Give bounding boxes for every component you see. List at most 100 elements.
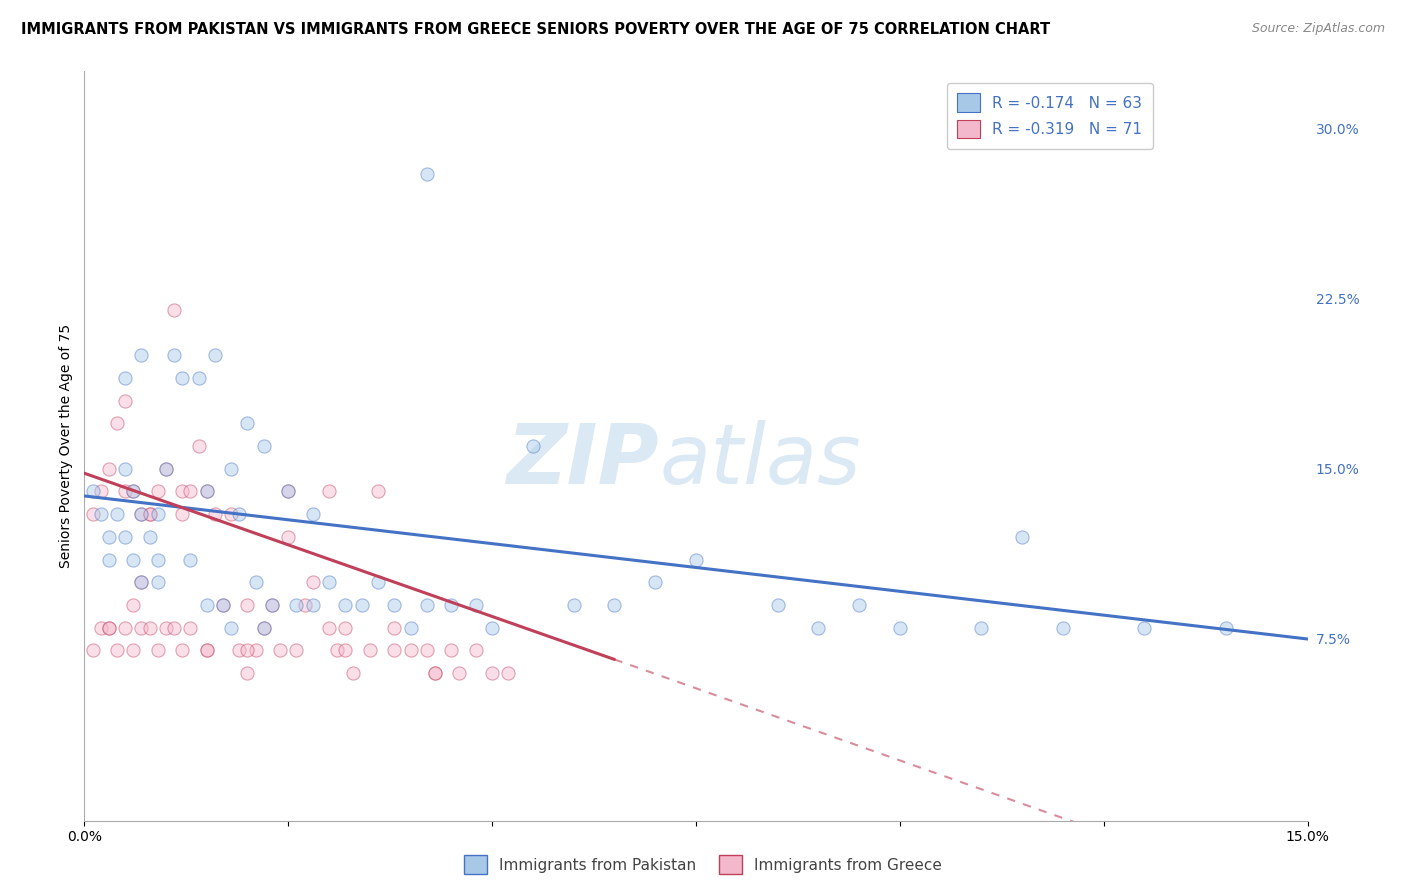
Point xyxy=(90,484,112,499)
Point xyxy=(131,575,153,590)
Point xyxy=(277,484,299,499)
Point xyxy=(114,461,136,475)
Point xyxy=(228,507,250,521)
Point xyxy=(122,643,145,657)
Point xyxy=(131,621,153,635)
Point xyxy=(97,530,120,544)
Point xyxy=(644,575,666,590)
Point xyxy=(114,484,136,499)
Point xyxy=(285,598,308,612)
Point xyxy=(807,621,830,635)
Point xyxy=(1215,621,1237,635)
Point xyxy=(146,643,169,657)
Point xyxy=(195,484,218,499)
Point xyxy=(146,507,169,521)
Point xyxy=(416,643,439,657)
Point xyxy=(350,598,373,612)
Point xyxy=(236,417,259,431)
Point xyxy=(155,461,177,475)
Point xyxy=(82,507,104,521)
Point xyxy=(277,484,299,499)
Point xyxy=(138,530,160,544)
Point xyxy=(382,598,405,612)
Text: IMMIGRANTS FROM PAKISTAN VS IMMIGRANTS FROM GREECE SENIORS POVERTY OVER THE AGE : IMMIGRANTS FROM PAKISTAN VS IMMIGRANTS F… xyxy=(21,22,1050,37)
Point xyxy=(122,552,145,566)
Point xyxy=(423,666,446,681)
Point xyxy=(449,666,471,681)
Point xyxy=(522,439,544,453)
Point xyxy=(464,643,486,657)
Point xyxy=(269,643,291,657)
Point xyxy=(253,621,276,635)
Point xyxy=(1133,621,1156,635)
Point xyxy=(253,621,276,635)
Point xyxy=(155,461,177,475)
Point xyxy=(1011,530,1033,544)
Point xyxy=(131,575,153,590)
Point xyxy=(204,507,226,521)
Point xyxy=(122,484,145,499)
Point xyxy=(114,393,136,408)
Point xyxy=(318,484,340,499)
Point xyxy=(481,621,503,635)
Point xyxy=(399,621,422,635)
Point xyxy=(399,643,422,657)
Point xyxy=(245,643,267,657)
Point xyxy=(122,484,145,499)
Point xyxy=(131,348,153,362)
Point xyxy=(195,484,218,499)
Point xyxy=(335,598,357,612)
Point xyxy=(138,507,160,521)
Point xyxy=(172,507,194,521)
Point xyxy=(889,621,911,635)
Point xyxy=(245,575,267,590)
Point xyxy=(416,167,439,181)
Point xyxy=(97,621,120,635)
Point xyxy=(367,575,389,590)
Point xyxy=(138,621,160,635)
Point xyxy=(195,643,218,657)
Point xyxy=(603,598,626,612)
Point xyxy=(219,507,242,521)
Point xyxy=(179,484,201,499)
Point xyxy=(294,598,316,612)
Point xyxy=(146,575,169,590)
Point xyxy=(423,666,446,681)
Point xyxy=(82,643,104,657)
Point xyxy=(146,552,169,566)
Point xyxy=(195,598,218,612)
Point xyxy=(464,598,486,612)
Point xyxy=(562,598,585,612)
Point xyxy=(163,348,186,362)
Point xyxy=(277,530,299,544)
Point xyxy=(179,621,201,635)
Point xyxy=(440,643,463,657)
Point xyxy=(260,598,283,612)
Point xyxy=(236,666,259,681)
Text: ZIP: ZIP xyxy=(506,420,659,501)
Text: atlas: atlas xyxy=(659,420,860,501)
Point xyxy=(359,643,381,657)
Point xyxy=(172,643,194,657)
Point xyxy=(195,643,218,657)
Point xyxy=(498,666,520,681)
Point xyxy=(105,643,128,657)
Point xyxy=(90,621,112,635)
Point xyxy=(82,484,104,499)
Point xyxy=(970,621,993,635)
Legend: Immigrants from Pakistan, Immigrants from Greece: Immigrants from Pakistan, Immigrants fro… xyxy=(458,849,948,880)
Point xyxy=(219,621,242,635)
Point xyxy=(236,643,259,657)
Point xyxy=(131,507,153,521)
Point xyxy=(114,621,136,635)
Point xyxy=(155,621,177,635)
Point xyxy=(342,666,364,681)
Point xyxy=(219,461,242,475)
Point xyxy=(260,598,283,612)
Point xyxy=(163,621,186,635)
Point xyxy=(318,575,340,590)
Point xyxy=(97,621,120,635)
Y-axis label: Seniors Poverty Over the Age of 75: Seniors Poverty Over the Age of 75 xyxy=(59,324,73,568)
Point xyxy=(122,598,145,612)
Legend: R = -0.174   N = 63, R = -0.319   N = 71: R = -0.174 N = 63, R = -0.319 N = 71 xyxy=(946,83,1153,149)
